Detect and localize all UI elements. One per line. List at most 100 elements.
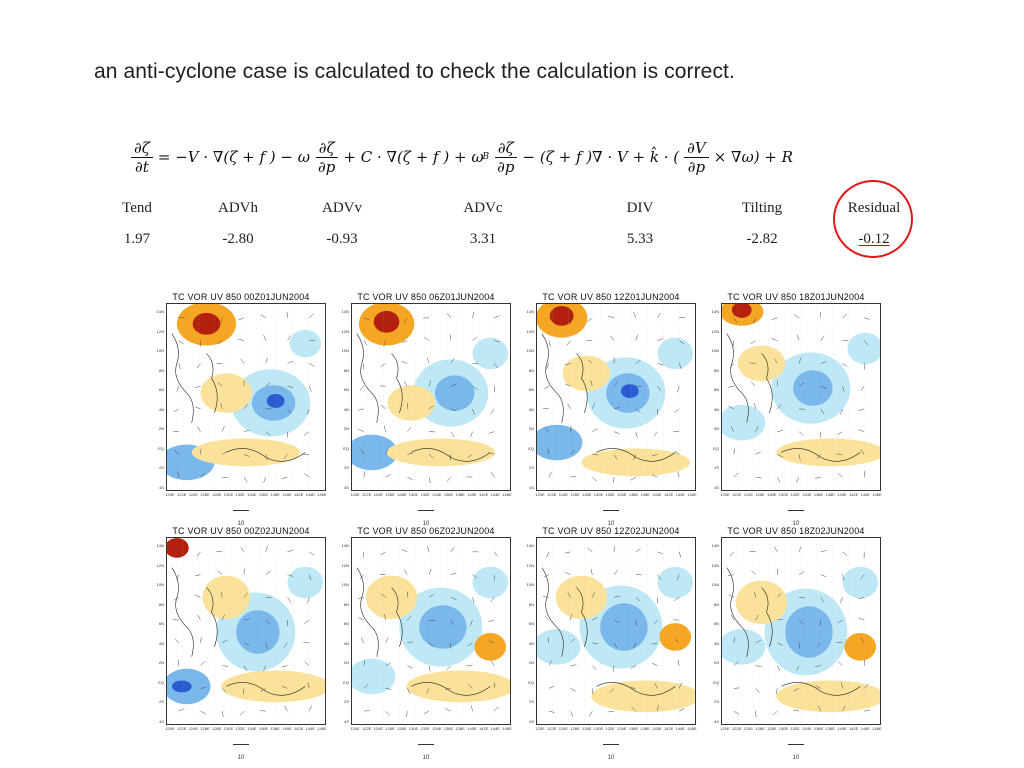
wind-vector xyxy=(304,661,310,666)
term-value-div: 5.33 xyxy=(626,231,654,247)
wind-vector xyxy=(587,317,593,322)
wind-vector xyxy=(589,711,593,717)
wind-vector xyxy=(259,710,266,712)
wind-vector xyxy=(240,546,245,552)
longitude-tick: 146E xyxy=(317,492,327,497)
wind-vector xyxy=(570,664,577,666)
longitude-tick: 132E xyxy=(605,492,615,497)
wind-vector xyxy=(727,574,734,576)
longitude-tick: 142E xyxy=(293,726,304,731)
wind-vector xyxy=(287,549,294,553)
vorticity-shade xyxy=(419,605,467,649)
longitude-tick: 124E xyxy=(373,726,384,731)
wind-vector xyxy=(265,357,268,364)
longitude-tick: 124E xyxy=(743,726,754,731)
wind-vector xyxy=(798,571,805,575)
latitude-tick: 10N xyxy=(526,582,534,588)
wind-vector xyxy=(363,317,370,321)
wind-vector xyxy=(429,619,435,621)
longitude-tick: 140E xyxy=(467,726,477,731)
wind-vector xyxy=(777,430,784,432)
latitude-tick-labels: 14N 12N 10N 8N 6N 4N 2N EQ 2S 4S xyxy=(337,303,351,491)
wind-vector xyxy=(446,476,451,482)
vorticity-shade xyxy=(289,329,322,358)
wind-vector xyxy=(564,363,571,366)
latitude-tick: 6N xyxy=(158,387,164,393)
vorticity-shade xyxy=(434,375,475,411)
wind-vector xyxy=(544,427,550,432)
longitude-tick-labels: 120E 122E 124E 126E 128E 130E 132E 134E 136E 138E… xyxy=(535,492,696,500)
wind-vector xyxy=(631,706,636,712)
wind-vector xyxy=(240,358,245,364)
wind-vector xyxy=(490,660,495,666)
map-plot-area xyxy=(721,303,881,491)
term-value-tend: 1.97 xyxy=(123,231,151,247)
wind-vector xyxy=(178,340,184,345)
longitude-tick: 136E xyxy=(258,726,269,731)
wind-vector xyxy=(304,473,310,478)
wind-vector xyxy=(733,687,740,689)
wind-vector xyxy=(750,340,756,345)
wind-vector xyxy=(222,711,224,718)
wind-vector xyxy=(820,550,827,553)
longitude-tick: 124E xyxy=(558,726,569,731)
wind-vector xyxy=(450,546,455,552)
wind-vector xyxy=(494,340,501,343)
longitude-tick: 144E xyxy=(305,492,315,497)
wind-vector xyxy=(858,408,865,411)
wind-vector xyxy=(679,340,685,345)
wind-vector xyxy=(401,340,408,343)
longitude-tick: 120E xyxy=(535,726,545,731)
latitude-tick: 6N xyxy=(713,621,719,627)
latitude-tick: 4S xyxy=(714,485,719,490)
latitude-tick-labels: 14N 12N 10N 8N 6N 4N 2N EQ 2S 4S xyxy=(707,537,721,725)
tilting-fraction: ∂V ∂p xyxy=(684,139,709,176)
vorticity-shade xyxy=(549,305,574,326)
wind-vector xyxy=(633,312,636,318)
longitude-tick: 136E xyxy=(813,492,824,497)
latitude-tick: EQ xyxy=(343,445,349,451)
latitude-tick: 4N xyxy=(158,406,164,412)
wind-vector xyxy=(449,642,451,649)
wind-vector xyxy=(733,448,736,455)
wind-vector xyxy=(222,425,225,432)
latitude-tick: 10N xyxy=(341,348,349,354)
latitude-tick: 4N xyxy=(343,640,349,646)
latitude-tick: EQ xyxy=(343,679,349,685)
coastline xyxy=(541,333,676,462)
wind-vector xyxy=(777,454,783,458)
latitude-tick: 12N xyxy=(526,562,534,568)
coastline xyxy=(171,567,306,696)
vorticity-shade xyxy=(737,345,786,382)
latitude-tick: 10N xyxy=(341,582,349,588)
longitude-tick: 120E xyxy=(165,726,175,731)
wind-vector xyxy=(407,476,413,480)
latitude-tick: 4N xyxy=(713,406,719,412)
longitude-tick: 138E xyxy=(825,492,835,497)
longitude-tick: 120E xyxy=(720,726,730,731)
wind-vector xyxy=(798,382,805,387)
vorticity-shade xyxy=(266,394,285,408)
equation-segment-2: + C · ∇(ζ + f ) + ω xyxy=(343,148,484,166)
wind-vector xyxy=(820,335,825,341)
wind-vector xyxy=(304,619,310,624)
term-value-advh: -2.80 xyxy=(222,231,254,247)
vorticity-shade xyxy=(722,629,766,665)
wind-vector xyxy=(657,574,661,580)
latitude-tick: EQ xyxy=(158,445,164,451)
latitude-tick: 2N xyxy=(158,426,164,432)
wind-vector xyxy=(265,546,268,552)
wind-vector xyxy=(287,408,292,414)
latitude-tick: EQ xyxy=(713,445,719,451)
wind-vector xyxy=(840,597,843,603)
longitude-tick: 134E xyxy=(432,492,442,497)
vorticity-shade xyxy=(472,566,509,599)
longitude-tick-labels: 120E 122E 124E 126E 128E 130E 132E 134E 136E 138E… xyxy=(350,726,511,734)
longitude-tick: 134E xyxy=(617,492,627,497)
wind-vector xyxy=(287,574,294,577)
reference-arrow xyxy=(788,744,804,746)
longitude-tick: 136E xyxy=(813,726,824,731)
wind-vector xyxy=(836,642,843,644)
vorticity-shade xyxy=(847,332,880,365)
latitude-tick: 6N xyxy=(343,387,349,393)
